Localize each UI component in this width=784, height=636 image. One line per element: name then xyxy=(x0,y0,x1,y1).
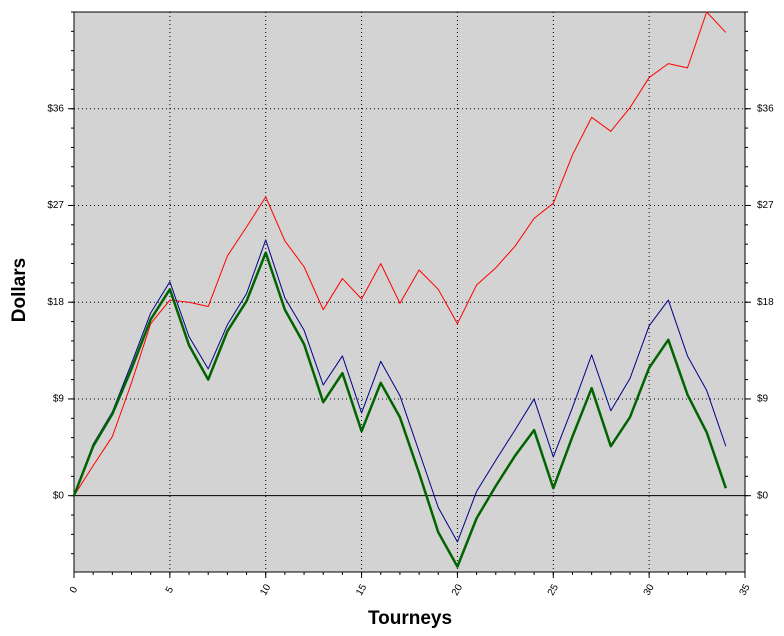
y-tick-label: $18 xyxy=(47,297,64,308)
y-tick-label: $0 xyxy=(53,490,65,501)
y-tick-label: $27 xyxy=(757,200,774,211)
x-axis-title: Tourneys xyxy=(368,608,452,629)
x-tick-label: 15 xyxy=(354,582,369,598)
x-tick-label: 30 xyxy=(642,582,657,598)
y-tick-label: $27 xyxy=(47,200,64,211)
data-line xyxy=(73,239,727,543)
y-tick-label: $9 xyxy=(53,394,65,405)
data-line xyxy=(72,251,728,568)
x-tick-label: 5 xyxy=(164,585,177,596)
x-tick-label: 10 xyxy=(258,582,273,598)
y-tick-label: $0 xyxy=(757,490,769,501)
y-axis-title: Dollars xyxy=(9,258,30,322)
data-line xyxy=(73,11,727,496)
y-tick-label: $9 xyxy=(757,394,769,405)
x-tick-label: 0 xyxy=(68,585,81,596)
x-tick-label: 20 xyxy=(450,582,465,598)
x-tick-label: 35 xyxy=(738,582,753,598)
plot-area xyxy=(73,11,746,573)
y-tick-label: $36 xyxy=(47,103,64,114)
y-tick-label: $36 xyxy=(757,103,774,114)
y-tick-label: $18 xyxy=(757,297,774,308)
x-tick-label: 25 xyxy=(546,582,561,598)
